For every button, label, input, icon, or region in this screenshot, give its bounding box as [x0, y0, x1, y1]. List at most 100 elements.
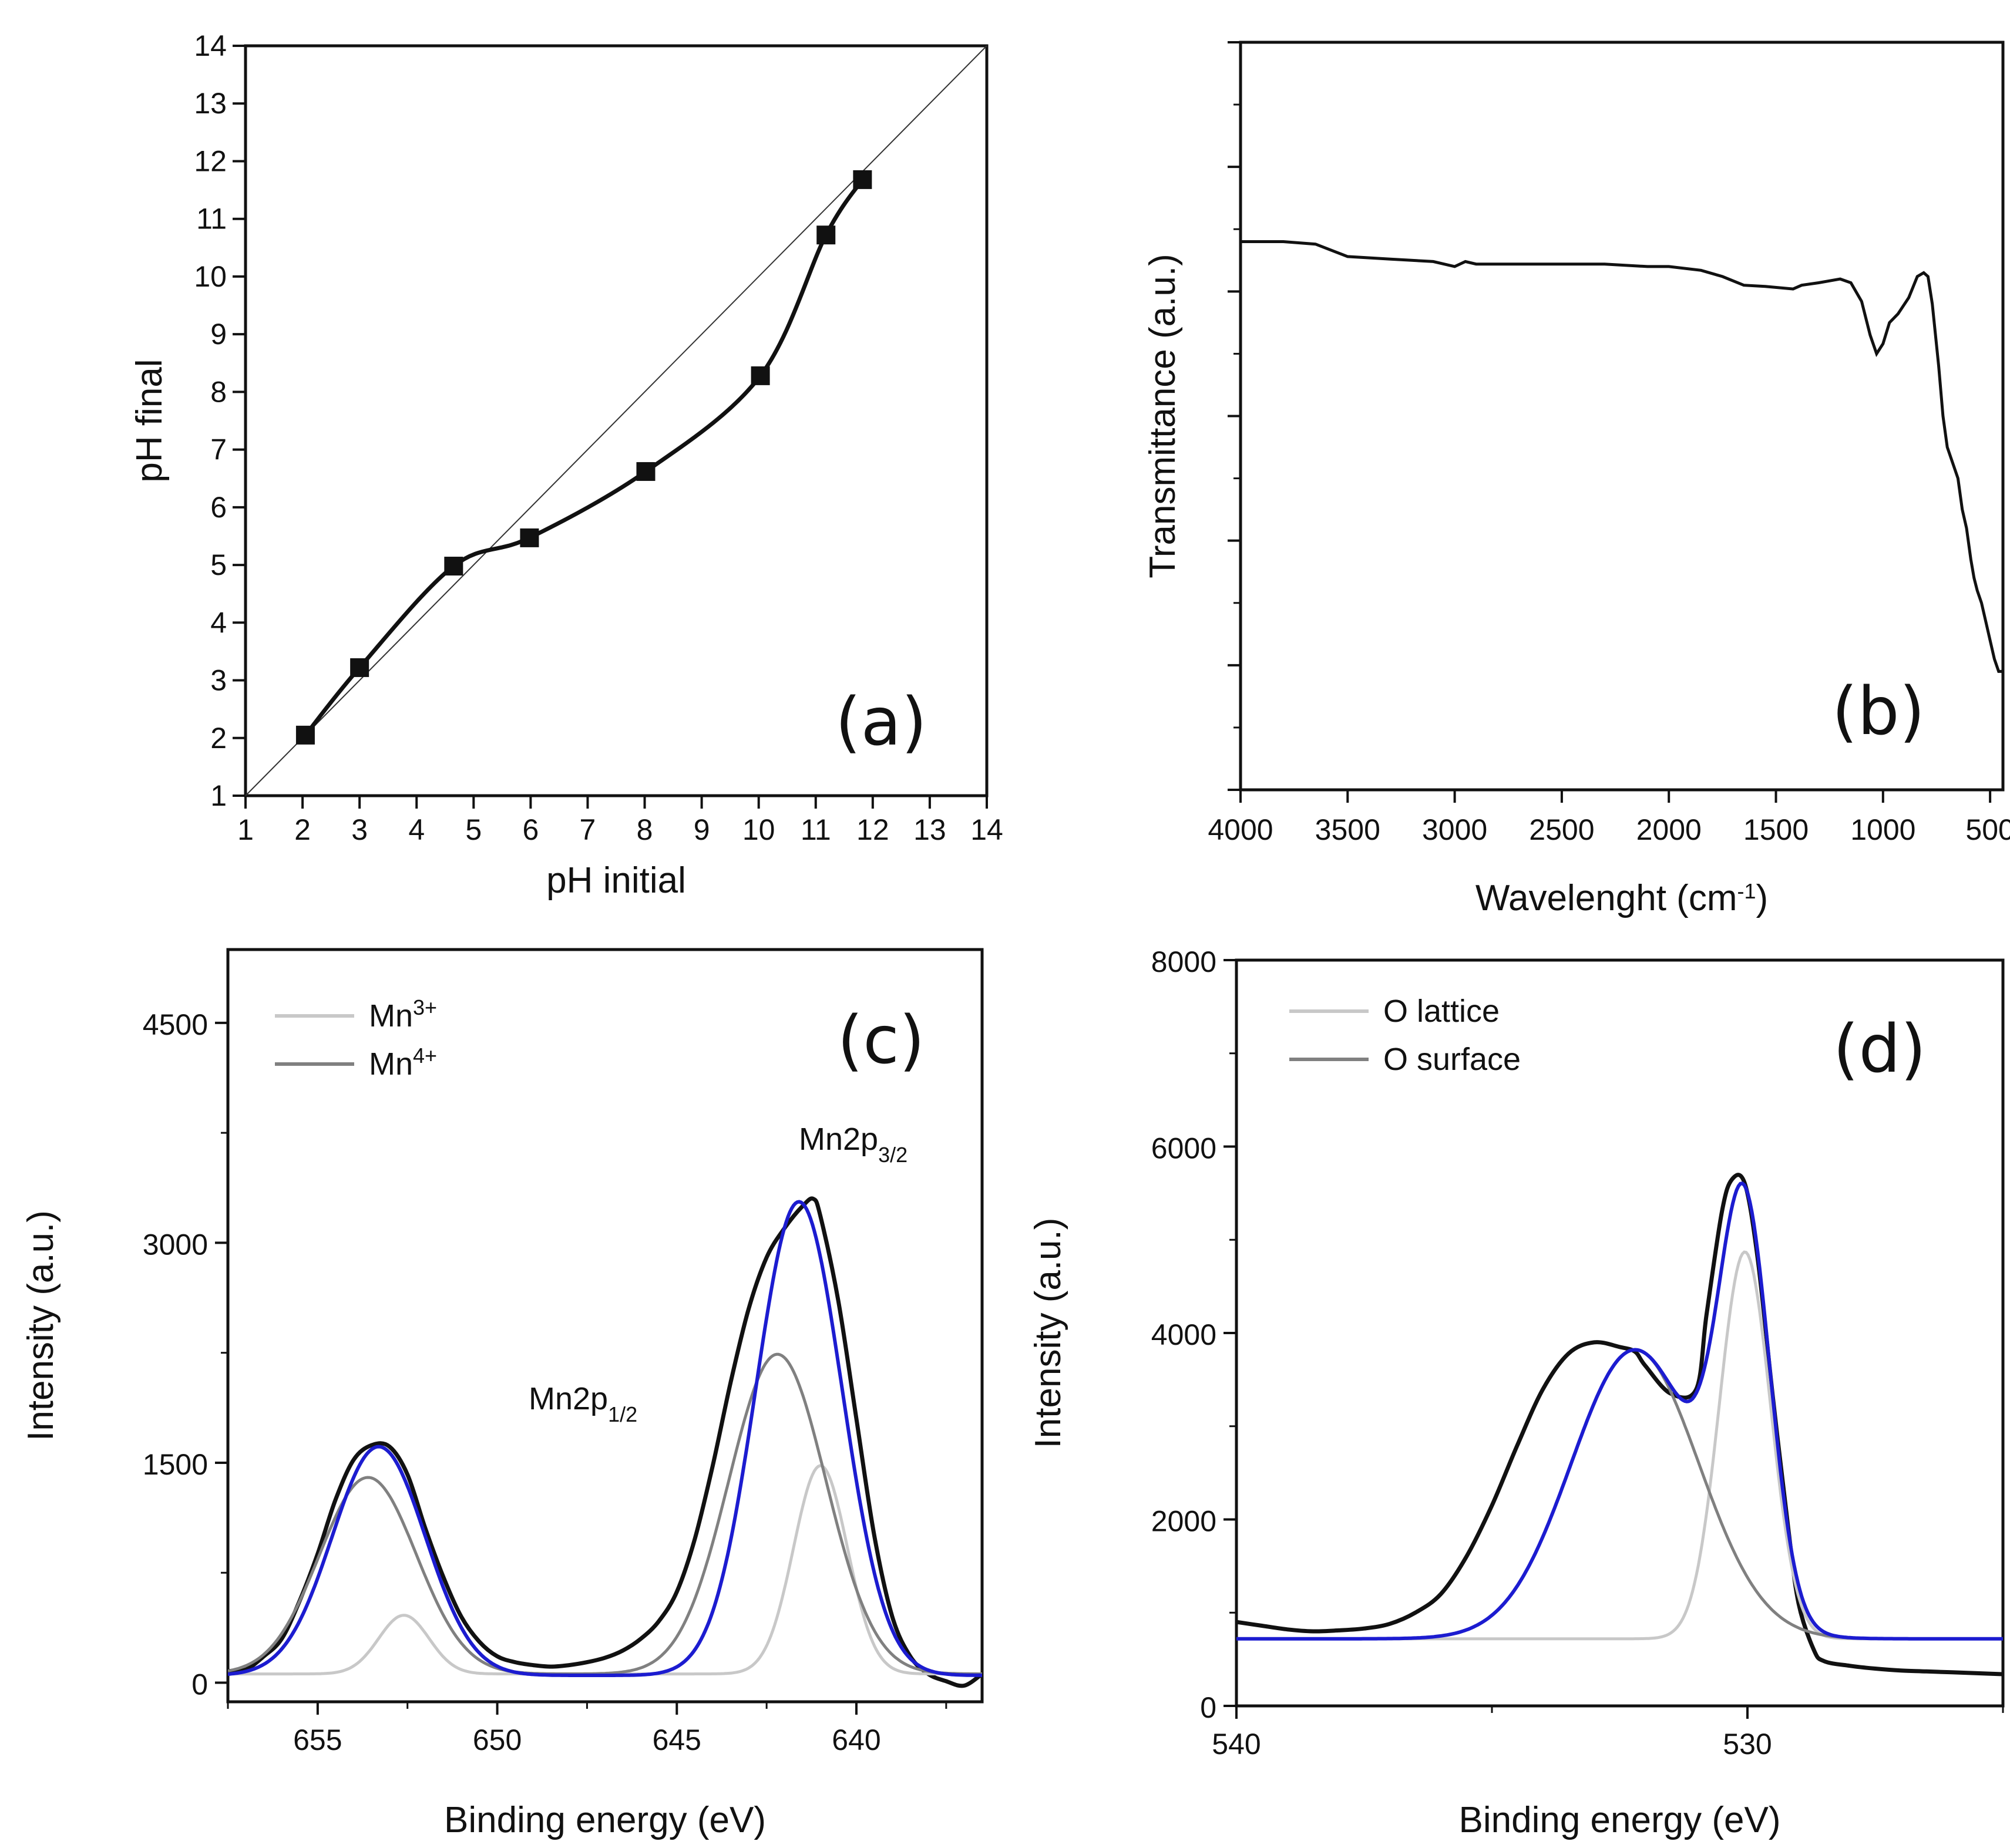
legend-label: Mn4+: [369, 1044, 437, 1082]
legend-label: Mn3+: [369, 995, 437, 1034]
x-tick-label: 2000: [1636, 813, 1702, 846]
x-tick-label: 1500: [1743, 813, 1809, 846]
x-tick-label: 13: [913, 813, 946, 846]
panel-label: (d): [1833, 1011, 1926, 1088]
x-tick-label: 1: [237, 813, 254, 846]
y-tick-label: 9: [210, 318, 227, 351]
experimental-line: [228, 1196, 982, 1688]
x-tick-label: 5: [465, 813, 482, 846]
y-tick-label: 8000: [1151, 945, 1216, 978]
x-axis-label: Binding energy (eV): [444, 1800, 766, 1840]
x-axis-label: pH initial: [546, 860, 686, 901]
x-tick-label: 645: [653, 1724, 701, 1756]
x-tick-label: 7: [580, 813, 596, 846]
data-point-marker: [636, 462, 656, 481]
x-tick-label: 12: [856, 813, 889, 846]
x-axis-label: Wavelenght (cm-1): [1475, 878, 1768, 918]
panel-label: (a): [835, 684, 927, 760]
legend-label-part: 4+: [413, 1044, 437, 1068]
plot-area: [228, 1196, 982, 1688]
x-tick-label: 540: [1212, 1728, 1261, 1761]
x-tick-label: 4: [408, 813, 425, 846]
y-tick-label: 13: [194, 87, 227, 120]
y-tick-label: 3: [210, 664, 227, 697]
data-point-marker: [295, 725, 315, 745]
mn2p12-annotation-part: 1/2: [608, 1402, 637, 1426]
data-point-marker: [751, 366, 770, 385]
legend-label: O lattice: [1383, 994, 1500, 1029]
legend-label-part: O lattice: [1383, 994, 1500, 1029]
mn4--line: [228, 1352, 982, 1675]
y-tick-label: 8: [210, 375, 227, 408]
y-tick-label: 7: [210, 433, 227, 466]
y-tick-label: 12: [194, 144, 227, 177]
fit-line: [228, 1200, 982, 1677]
x-axis-label-part: ): [1756, 878, 1768, 918]
x-axis-label: Binding energy (eV): [1459, 1800, 1781, 1840]
plot-frame: [244, 44, 989, 797]
y-tick-label: 14: [194, 29, 227, 62]
panel-label: (b): [1832, 674, 1925, 750]
x-tick-label: 1000: [1850, 813, 1915, 846]
x-tick-label: 14: [970, 813, 1003, 846]
x-tick-label: 530: [1723, 1728, 1772, 1761]
legend-label-part: 3+: [413, 995, 437, 1019]
y-tick-label: 4: [210, 606, 227, 639]
panel-b-ftir-chart: 4000 3500 3000 2500 2000 1500 1000 500 Wavelengh…: [1142, 41, 2010, 918]
x-tick-label: 6: [522, 813, 539, 846]
y-tick-label: 2: [210, 722, 227, 755]
fit-line: [1236, 1181, 2003, 1641]
x-tick-label: 4000: [1208, 813, 1273, 846]
y-axis-label: Transmittance (a.u.): [1142, 254, 1183, 578]
reference-diagonal-line: [245, 45, 987, 796]
mn2p32-annotation-part: Mn2p: [799, 1122, 878, 1157]
y-tick-label: 10: [194, 260, 227, 293]
o-lattice-line: [1236, 1250, 2003, 1641]
transmittance-spectrum-line: [1241, 240, 2003, 673]
x-tick-label: 2500: [1529, 813, 1594, 846]
y-axis-label: Intensity (a.u.): [1028, 1218, 1068, 1449]
y-tick-label: 6000: [1151, 1132, 1216, 1165]
legend-label-part: Mn: [369, 998, 413, 1034]
y-tick-label: 4500: [143, 1008, 208, 1041]
experimental-line: [1236, 1173, 2003, 1677]
y-tick-label: 1: [210, 779, 227, 812]
y-tick-label: 0: [1200, 1691, 1216, 1724]
x-tick-label: 650: [473, 1724, 522, 1756]
y-tick-label: 5: [210, 548, 227, 581]
x-tick-label: 2: [294, 813, 311, 846]
x-tick-label: 10: [742, 813, 775, 846]
panel-label: (c): [838, 1002, 925, 1079]
y-tick-label: 6: [210, 491, 227, 524]
data-point-marker: [816, 225, 836, 245]
y-tick-label: 3000: [143, 1228, 208, 1261]
data-point-marker: [350, 658, 369, 677]
mn2p12-annotation: Mn2p1/2: [529, 1381, 637, 1426]
panel-a-ph-chart: 1 2 3 4 5 6 7 8 9 10 11 12 13 141234567891011121314pH…: [129, 29, 1003, 901]
x-axis-label-part: Wavelenght (cm: [1475, 878, 1737, 918]
plot-area: [1236, 1173, 2003, 1677]
y-axis-label: Intensity (a.u.): [21, 1210, 61, 1441]
x-tick-label: 3: [351, 813, 368, 846]
data-point-marker: [444, 557, 463, 576]
x-tick-label: 9: [694, 813, 710, 846]
y-tick-label: 1500: [143, 1448, 208, 1481]
panel-d-o1s-xps-chart: 540 530 0 2000 4000 6000 8000 O lattice O surfac…: [1028, 945, 2005, 1840]
plot-frame: [226, 948, 984, 1704]
x-tick-label: 3500: [1315, 813, 1380, 846]
x-tick-label: 3000: [1422, 813, 1487, 846]
o-surface-line: [1236, 1348, 2003, 1641]
ph-curve-line: [304, 178, 865, 737]
y-axis-label: pH final: [129, 359, 170, 482]
y-tick-label: 2000: [1151, 1505, 1216, 1538]
x-tick-label: 640: [832, 1724, 880, 1756]
legend-label: O surface: [1383, 1042, 1521, 1077]
x-tick-label: 11: [801, 813, 831, 846]
legend-label-part: O surface: [1383, 1042, 1521, 1077]
data-point-marker: [520, 528, 539, 547]
x-tick-label: 8: [637, 813, 653, 846]
mn2p32-annotation: Mn2p3/2: [799, 1122, 907, 1167]
mn2p32-annotation-part: 3/2: [878, 1143, 907, 1167]
